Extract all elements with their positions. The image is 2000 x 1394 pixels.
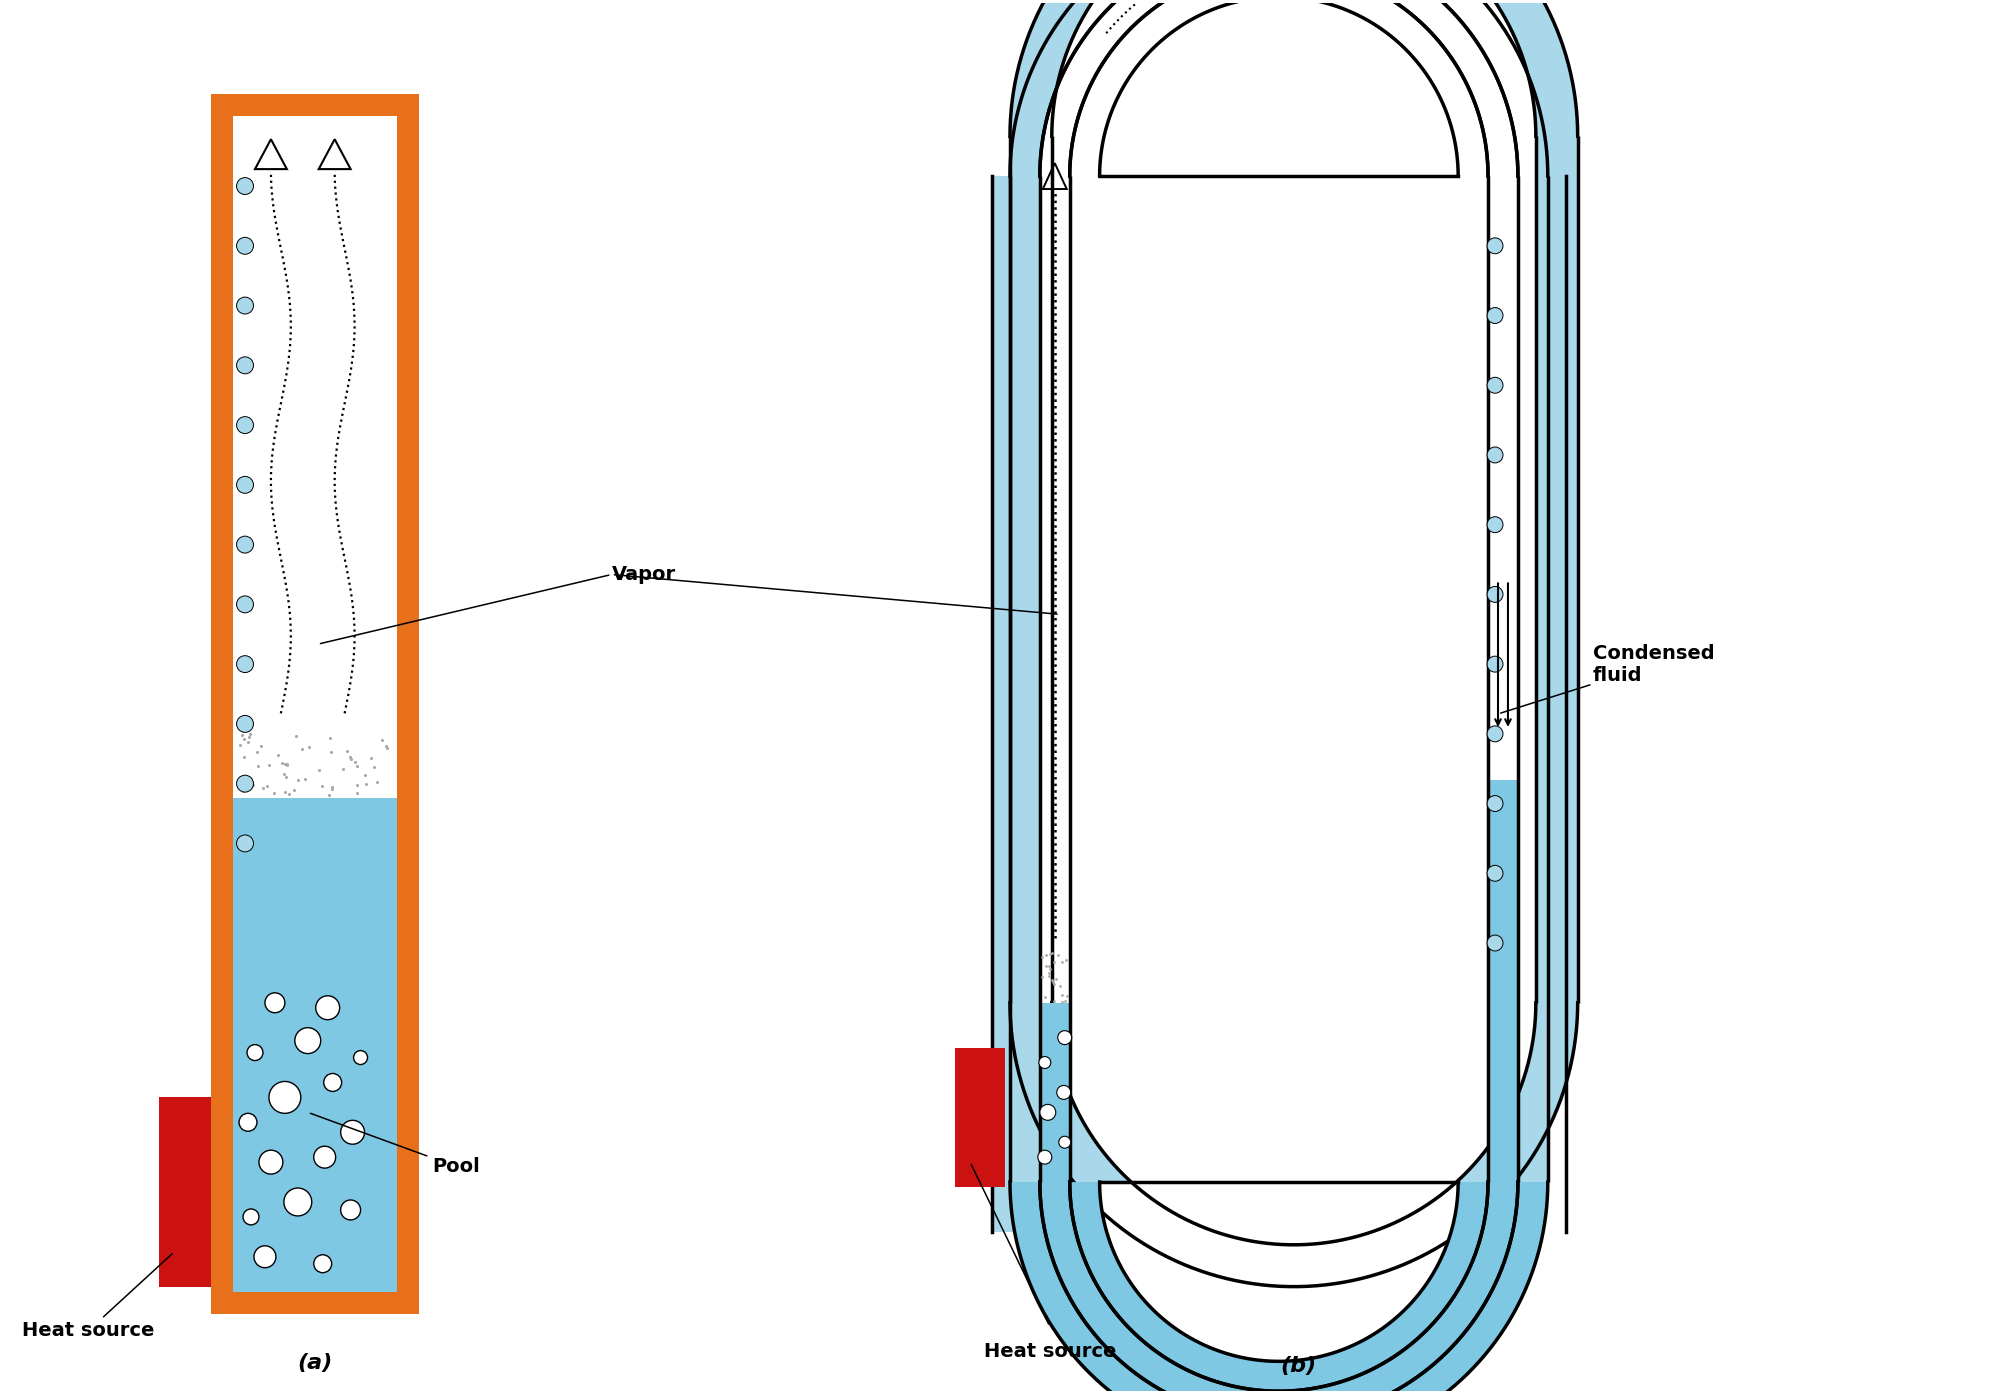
Circle shape	[1488, 726, 1502, 742]
Polygon shape	[1010, 1182, 1548, 1394]
Circle shape	[236, 357, 254, 374]
Circle shape	[1058, 1030, 1072, 1044]
Bar	[1488, 779, 1518, 1182]
Circle shape	[354, 1051, 368, 1065]
Bar	[992, 176, 1030, 1232]
Circle shape	[1488, 796, 1502, 811]
Circle shape	[240, 1114, 256, 1132]
Bar	[234, 116, 398, 1292]
Circle shape	[284, 1188, 312, 1216]
Circle shape	[236, 537, 254, 553]
Polygon shape	[1040, 1182, 1518, 1394]
Circle shape	[1488, 447, 1502, 463]
Bar	[1052, 137, 1536, 1002]
Circle shape	[314, 1255, 332, 1273]
Bar	[1518, 176, 1548, 1182]
Circle shape	[236, 655, 254, 672]
Bar	[1040, 1002, 1070, 1182]
Circle shape	[1038, 1150, 1052, 1164]
Polygon shape	[1100, 0, 1458, 176]
Bar	[1458, 176, 1488, 1182]
Text: Heat source: Heat source	[984, 1342, 1116, 1361]
Bar	[1010, 137, 1052, 1002]
Circle shape	[268, 1082, 300, 1114]
Circle shape	[1488, 517, 1502, 533]
Bar	[160, 1097, 212, 1287]
Bar	[212, 95, 420, 1313]
Polygon shape	[1040, 1182, 1518, 1394]
Text: (a): (a)	[298, 1354, 332, 1373]
Bar	[1410, 176, 1448, 1232]
Text: Pool: Pool	[310, 1114, 480, 1177]
Circle shape	[1488, 378, 1502, 393]
Circle shape	[236, 177, 254, 195]
Circle shape	[254, 1246, 276, 1267]
Text: Heat source: Heat source	[22, 1253, 172, 1341]
Circle shape	[340, 1200, 360, 1220]
Text: (b): (b)	[1280, 1356, 1316, 1376]
Bar	[1536, 137, 1578, 1002]
Circle shape	[236, 237, 254, 254]
Circle shape	[294, 1027, 320, 1054]
Circle shape	[236, 477, 254, 493]
Circle shape	[244, 1209, 258, 1225]
Bar	[1040, 176, 1070, 1182]
Circle shape	[324, 1073, 342, 1092]
Circle shape	[236, 835, 254, 852]
Circle shape	[236, 775, 254, 792]
Polygon shape	[1100, 1182, 1458, 1362]
Circle shape	[1488, 238, 1502, 254]
Text: Condensed
fluid: Condensed fluid	[1592, 644, 1714, 684]
Circle shape	[1040, 1104, 1056, 1121]
Circle shape	[340, 1121, 364, 1144]
Circle shape	[1058, 1136, 1070, 1149]
Polygon shape	[1040, 1182, 1518, 1394]
Polygon shape	[1010, 1182, 1548, 1394]
Bar	[1010, 176, 1040, 1182]
Polygon shape	[1052, 0, 1536, 137]
Circle shape	[264, 993, 284, 1012]
Circle shape	[236, 417, 254, 434]
Circle shape	[236, 715, 254, 732]
Circle shape	[1488, 935, 1502, 951]
Polygon shape	[1040, 0, 1518, 176]
Circle shape	[316, 995, 340, 1019]
Polygon shape	[1040, 0, 1518, 176]
Polygon shape	[1040, 1182, 1518, 1394]
Polygon shape	[1010, 0, 1578, 137]
Circle shape	[314, 1146, 336, 1168]
Circle shape	[248, 1044, 262, 1061]
Circle shape	[236, 595, 254, 613]
Circle shape	[1488, 657, 1502, 672]
Text: Vapor: Vapor	[612, 565, 676, 584]
Circle shape	[1056, 1086, 1070, 1100]
Bar	[1070, 176, 1100, 1182]
Circle shape	[1488, 308, 1502, 323]
Bar	[234, 797, 398, 1292]
Polygon shape	[1010, 0, 1548, 176]
Circle shape	[1038, 1057, 1050, 1069]
Polygon shape	[1010, 1002, 1578, 1287]
Circle shape	[236, 297, 254, 314]
Bar	[956, 1048, 1004, 1188]
Circle shape	[1488, 866, 1502, 881]
Polygon shape	[1052, 1002, 1536, 1245]
Circle shape	[1488, 587, 1502, 602]
Circle shape	[258, 1150, 282, 1174]
Bar	[1488, 176, 1518, 1182]
Bar	[1158, 176, 1410, 1232]
